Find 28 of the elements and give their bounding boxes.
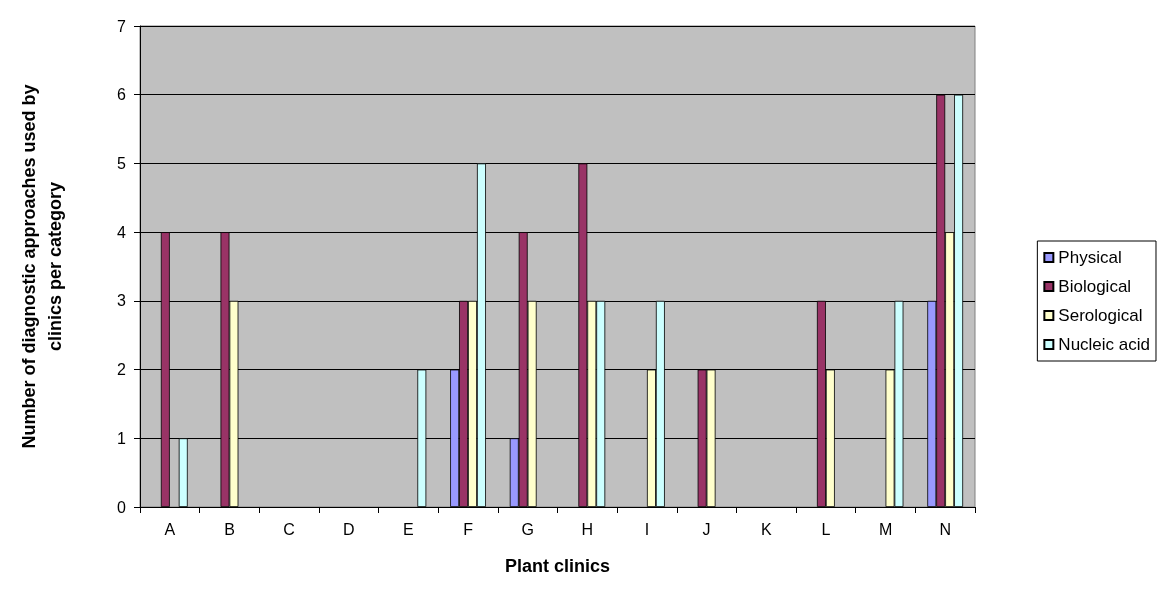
x-axis-title: Plant clinics bbox=[504, 556, 611, 576]
y-tick-label: 0 bbox=[117, 498, 127, 516]
y-axis-title: Number of diagnostic approaches used by clinics per category bbox=[19, 84, 65, 449]
x-tick-label: C bbox=[283, 520, 295, 538]
legend-label: Physical bbox=[1058, 248, 1122, 267]
x-tick-label: J bbox=[702, 520, 711, 538]
y-tick-label: 5 bbox=[117, 154, 127, 172]
y-tick-label: 2 bbox=[117, 361, 127, 379]
x-tick-label: B bbox=[224, 520, 235, 538]
x-tick-label: N bbox=[939, 520, 951, 538]
x-tick-label: F bbox=[463, 520, 474, 538]
y-tick-label: 4 bbox=[117, 223, 127, 241]
y-tick-label: 7 bbox=[117, 17, 127, 35]
y-tick-label: 3 bbox=[117, 292, 127, 310]
legend-label: Serological bbox=[1058, 306, 1143, 325]
x-tick-label: A bbox=[164, 520, 176, 538]
x-tick-label: D bbox=[342, 520, 355, 538]
x-tick-label: L bbox=[821, 520, 831, 538]
x-tick-label: G bbox=[521, 520, 534, 538]
legend-label: Biological bbox=[1058, 277, 1132, 296]
x-tick-label: M bbox=[878, 520, 893, 538]
x-tick-label: H bbox=[581, 520, 594, 538]
legend-label: Nucleic acid bbox=[1058, 335, 1151, 354]
y-tick-label: 1 bbox=[117, 429, 127, 447]
x-tick-label: K bbox=[760, 520, 772, 538]
x-tick-label: E bbox=[403, 520, 414, 538]
x-tick-label: I bbox=[644, 520, 650, 538]
y-tick-label: 6 bbox=[117, 86, 127, 104]
